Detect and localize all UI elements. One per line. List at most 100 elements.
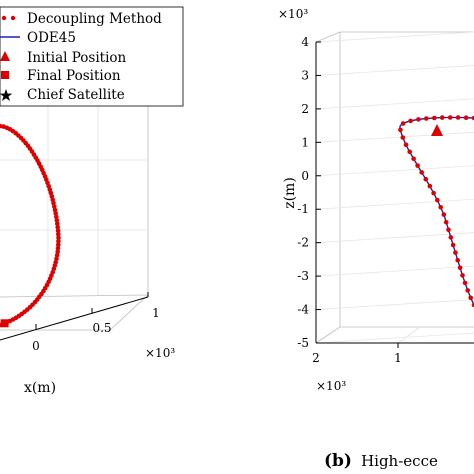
left-x-axis-line [0,292,149,341]
decoupling-point [55,221,60,227]
legend-entry-decoupling: Decoupling Method [1,11,162,27]
decoupling-point [439,115,445,120]
decoupling-point [455,115,461,120]
decoupling-point [400,121,406,126]
decoupling-point [438,205,444,210]
left-ode45-curve [0,125,60,326]
legend-dot-icon [1,15,7,21]
decoupling-point [54,253,60,258]
right-panel-box [315,31,474,344]
star-icon [0,89,13,101]
right-z-axis-label: z(m) [282,177,298,209]
right-z-tick-label: -1 [297,202,309,216]
decoupling-point [455,257,461,263]
decoupling-point [54,256,59,262]
decoupling-point [55,228,61,234]
decoupling-point [471,115,474,121]
legend-label: Initial Position [27,50,127,66]
decoupling-point [446,227,451,233]
right-z-tick-label: -3 [297,269,309,283]
legend: Decoupling Method ODE45 Initial Position… [0,6,184,107]
decoupling-point [52,204,57,209]
legend-entry-initial: Initial Position [0,50,127,66]
figure-caption: (b) High-ecce [324,451,438,471]
decoupling-point [56,235,61,241]
legend-entry-final: Final Position [1,68,121,84]
right-z-grid-line [315,131,474,143]
decoupling-point [411,156,416,161]
decoupling-point [400,135,406,140]
right-z-tick-label: -5 [297,336,309,350]
decoupling-point [407,149,413,155]
decoupling-point [53,211,58,216]
right-x-exponent: ×10³ [316,379,346,393]
decoupling-point [463,115,469,120]
decoupling-point [55,246,61,251]
caption-prefix: (b) [324,451,352,471]
decoupling-point [432,115,437,121]
right-z-tick-label: -2 [297,236,309,250]
right-z-grid-line [315,265,474,277]
right-z-tick-label: 3 [301,68,309,82]
decoupling-point [462,280,468,286]
decoupling-point [415,163,420,168]
right-initial-position-marker [431,124,443,136]
decoupling-point [447,115,453,120]
left-decoupling-points [0,123,61,328]
decoupling-point [435,197,440,203]
right-z-grid-line [315,332,474,344]
decoupling-point [453,250,458,255]
decoupling-point [55,225,60,230]
legend-label: ODE45 [27,30,76,46]
legend-entry-chief: Chief Satellite [0,87,125,103]
right-z-tick-label: 1 [301,135,309,149]
right-z-grid-line [315,65,474,76]
decoupling-point [56,232,61,237]
final-position-marker [0,319,9,328]
right-z-grid-line [315,98,474,110]
right-x-tick-label: 1 [394,351,402,365]
decoupling-point [56,242,61,248]
legend-label: Final Position [27,68,121,84]
right-z-tick-label: 2 [301,102,309,116]
legend-label: Decoupling Method [27,11,162,27]
right-z-ticks: 4 3 2 1 0 -1 -2 -3 -4 -5 [297,35,321,350]
decoupling-point [55,249,60,255]
left-x-axis-label: x(m) [24,380,56,396]
decoupling-point [54,214,59,220]
right-z-grid-line [315,299,474,310]
legend-box [0,6,184,107]
decoupling-point [427,183,433,189]
decoupling-point [403,142,409,148]
left-x-tick-label: 1 [152,306,160,320]
decoupling-point [468,295,474,301]
right-z-grid-line [315,165,474,177]
caption-text: High-ecce [361,452,438,470]
right-z-grid [315,31,474,344]
right-x-tick-label: 2 [312,351,320,365]
right-z-tick-label: 4 [301,35,309,49]
decoupling-point [471,302,474,308]
decoupling-point [450,242,456,248]
right-z-exponent: ×10³ [278,7,308,21]
decoupling-point [416,117,421,122]
decoupling-point [423,176,429,182]
decoupling-point [419,170,425,175]
right-z-grid-line [315,31,474,43]
decoupling-point [448,235,454,240]
left-x-tick-label: 0 [32,339,40,353]
decoupling-point [443,219,449,225]
decoupling-point [56,239,61,244]
left-x-tick-label: 0.5 [92,321,111,335]
right-decoupling-points [398,115,474,308]
right-z-grid-line [315,232,474,244]
decoupling-point [408,118,413,124]
right-z-grid-line [315,198,474,210]
decoupling-point [441,212,447,217]
left-x-exponent: ×10³ [145,346,175,360]
decoupling-point [398,127,403,133]
right-z-tick-label: 0 [301,169,309,183]
decoupling-point [460,273,465,278]
right-x-axis-line [316,342,474,348]
